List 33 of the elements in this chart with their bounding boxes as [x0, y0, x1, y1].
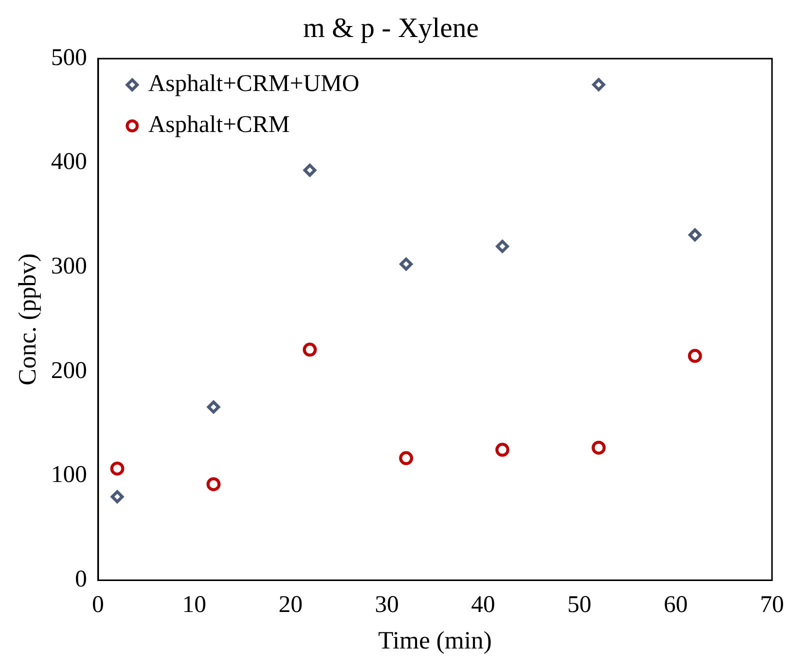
- x-tick-label: 20: [278, 592, 303, 618]
- y-tick-label: 300: [51, 254, 87, 280]
- point: [110, 490, 124, 504]
- point: [399, 451, 414, 466]
- y-tick-label: 400: [51, 149, 87, 176]
- point: [495, 442, 510, 457]
- legend-label: Asphalt+CRM: [148, 112, 290, 138]
- x-axis-title: Time (min): [378, 628, 492, 655]
- point: [592, 78, 606, 92]
- point: [688, 228, 702, 242]
- point: [303, 164, 316, 177]
- point: [400, 258, 413, 271]
- y-tick-label: 0: [75, 566, 87, 592]
- legend-label: Asphalt+CRM+UMO: [148, 71, 360, 98]
- point: [496, 240, 509, 253]
- x-tick-label: 0: [92, 592, 104, 618]
- point: [592, 440, 606, 455]
- chart-title: m & p - Xylene: [303, 13, 479, 44]
- x-tick-label: 40: [471, 592, 496, 618]
- x-tick-label: 10: [182, 592, 206, 618]
- x-tick-label: 70: [760, 592, 784, 618]
- x-tick-label: 50: [567, 592, 592, 618]
- y-tick-label: 500: [51, 44, 87, 71]
- x-tick-label: 30: [374, 592, 399, 618]
- point: [207, 400, 220, 414]
- point: [206, 477, 221, 492]
- x-tick-label: 60: [664, 592, 688, 618]
- y-tick-label: 200: [51, 358, 87, 384]
- point: [302, 342, 317, 357]
- y-tick-label: 100: [51, 462, 87, 488]
- y-axis-title: Conc. (ppbv): [14, 253, 42, 386]
- point: [688, 348, 702, 363]
- point: [110, 462, 124, 476]
